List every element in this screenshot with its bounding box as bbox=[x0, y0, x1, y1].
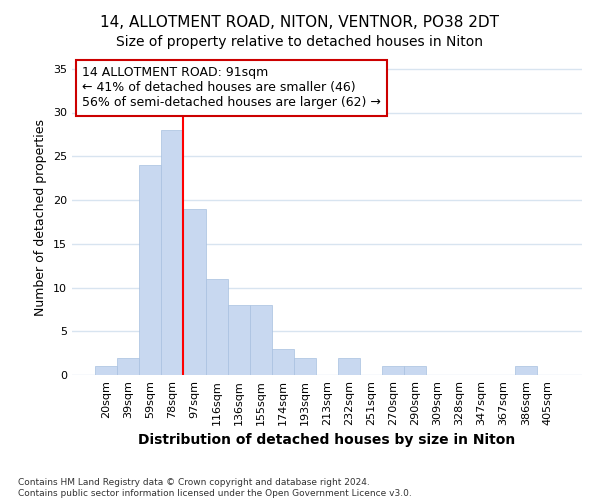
Bar bbox=[161, 130, 184, 375]
Bar bbox=[206, 279, 227, 375]
Bar bbox=[117, 358, 139, 375]
X-axis label: Distribution of detached houses by size in Niton: Distribution of detached houses by size … bbox=[139, 433, 515, 447]
Bar bbox=[139, 165, 161, 375]
Text: Size of property relative to detached houses in Niton: Size of property relative to detached ho… bbox=[116, 35, 484, 49]
Bar bbox=[515, 366, 537, 375]
Bar bbox=[272, 349, 294, 375]
Text: Contains HM Land Registry data © Crown copyright and database right 2024.
Contai: Contains HM Land Registry data © Crown c… bbox=[18, 478, 412, 498]
Bar bbox=[250, 305, 272, 375]
Y-axis label: Number of detached properties: Number of detached properties bbox=[34, 119, 47, 316]
Bar bbox=[95, 366, 117, 375]
Bar bbox=[404, 366, 427, 375]
Bar bbox=[338, 358, 360, 375]
Text: 14, ALLOTMENT ROAD, NITON, VENTNOR, PO38 2DT: 14, ALLOTMENT ROAD, NITON, VENTNOR, PO38… bbox=[101, 15, 499, 30]
Bar bbox=[227, 305, 250, 375]
Bar bbox=[382, 366, 404, 375]
Text: 14 ALLOTMENT ROAD: 91sqm
← 41% of detached houses are smaller (46)
56% of semi-d: 14 ALLOTMENT ROAD: 91sqm ← 41% of detach… bbox=[82, 66, 381, 110]
Bar bbox=[184, 209, 206, 375]
Bar bbox=[294, 358, 316, 375]
